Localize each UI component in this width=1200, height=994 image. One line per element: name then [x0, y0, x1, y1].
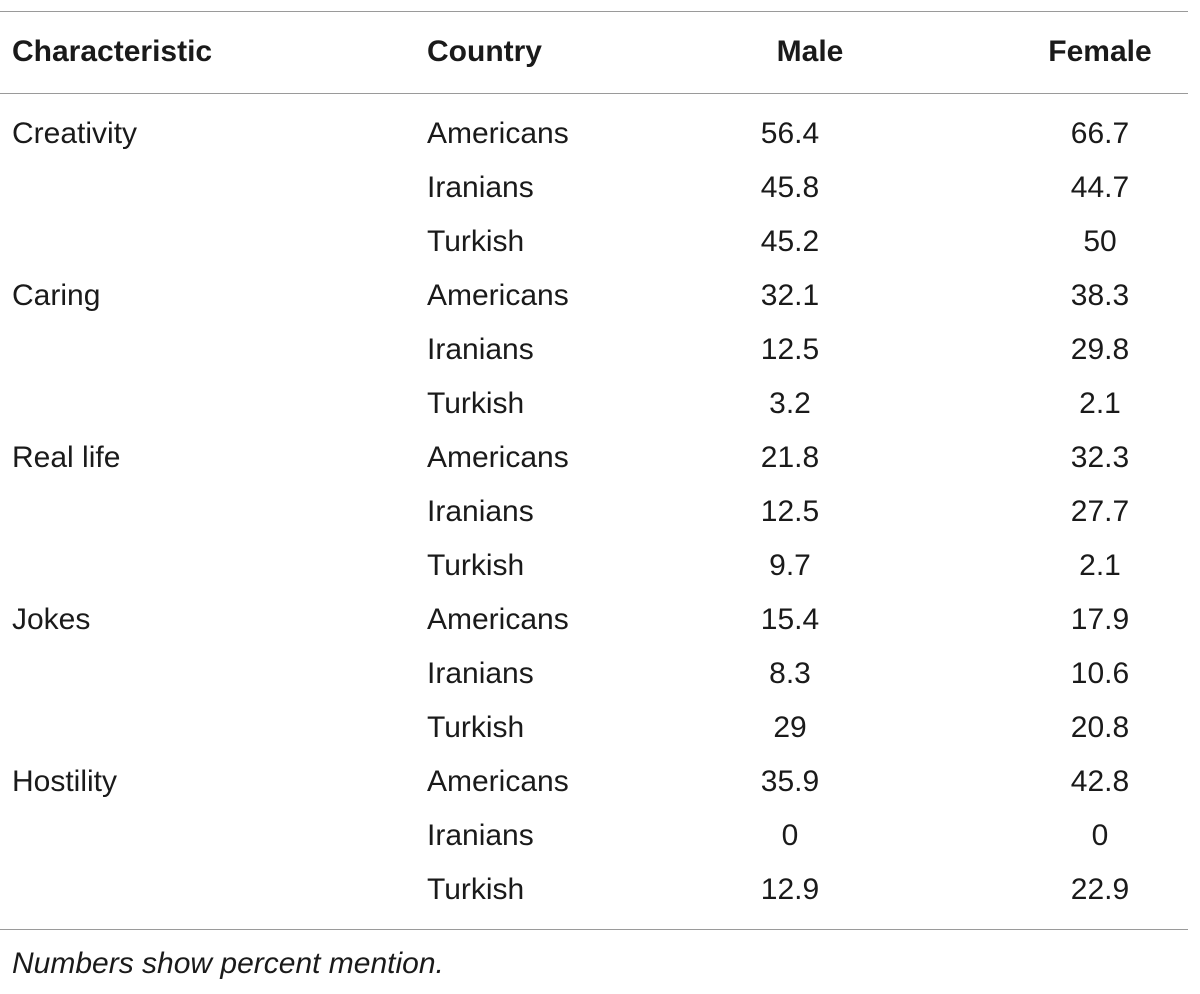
cell-female: 22.9 — [1070, 873, 1130, 906]
cell-country: Turkish — [427, 225, 525, 258]
cell-country: Americans — [427, 117, 569, 150]
cell-female: 42.8 — [1070, 765, 1130, 798]
cell-male: 21.8 — [760, 441, 820, 474]
cell-country: Americans — [427, 279, 569, 312]
cell-male: 9.7 — [769, 549, 811, 582]
cell-female: 50 — [1083, 225, 1117, 258]
cell-country: Iranians — [427, 171, 534, 204]
cell-country: Iranians — [427, 495, 534, 528]
cell-female: 17.9 — [1070, 603, 1130, 636]
cell-male: 12.5 — [760, 495, 820, 528]
cell-female: 66.7 — [1070, 117, 1130, 150]
header-male: Male — [776, 35, 844, 68]
cell-male: 32.1 — [760, 279, 820, 312]
cell-characteristic: Real life — [12, 441, 121, 474]
cell-characteristic: Caring — [12, 279, 101, 312]
cell-characteristic: Hostility — [12, 765, 118, 798]
cell-male: 45.2 — [760, 225, 820, 258]
cell-male: 56.4 — [760, 117, 820, 150]
cell-country: Americans — [427, 765, 569, 798]
cell-male: 8.3 — [769, 657, 811, 690]
cell-male: 45.8 — [760, 171, 820, 204]
cell-male: 29 — [773, 711, 807, 744]
cell-characteristic: Jokes — [12, 603, 91, 636]
cell-female: 0 — [1091, 819, 1109, 852]
cell-country: Americans — [427, 441, 569, 474]
cell-country: Turkish — [427, 387, 525, 420]
cell-female: 29.8 — [1070, 333, 1130, 366]
table-top-rule — [0, 11, 1188, 12]
cell-female: 2.1 — [1079, 549, 1121, 582]
cell-country: Turkish — [427, 873, 525, 906]
cell-male: 15.4 — [760, 603, 820, 636]
cell-female: 10.6 — [1070, 657, 1130, 690]
cell-country: Iranians — [427, 657, 534, 690]
header-female: Female — [1048, 35, 1152, 68]
cell-female: 27.7 — [1070, 495, 1130, 528]
cell-male: 35.9 — [760, 765, 820, 798]
cell-country: Turkish — [427, 549, 525, 582]
table-header-rule — [0, 93, 1188, 94]
cell-country: Turkish — [427, 711, 525, 744]
cell-country: Americans — [427, 603, 569, 636]
cell-female: 2.1 — [1079, 387, 1121, 420]
header-country: Country — [427, 35, 542, 68]
cell-country: Iranians — [427, 333, 534, 366]
cell-male: 12.9 — [760, 873, 820, 906]
cell-female: 32.3 — [1070, 441, 1130, 474]
header-characteristic: Characteristic — [12, 35, 213, 68]
table-footnote: Numbers show percent mention. — [12, 947, 444, 980]
cell-female: 44.7 — [1070, 171, 1130, 204]
cell-country: Iranians — [427, 819, 534, 852]
cell-female: 38.3 — [1070, 279, 1130, 312]
table-bottom-rule — [0, 929, 1188, 930]
cell-male: 0 — [781, 819, 799, 852]
cell-male: 3.2 — [769, 387, 811, 420]
cell-characteristic: Creativity — [12, 117, 138, 150]
cell-male: 12.5 — [760, 333, 820, 366]
cell-female: 20.8 — [1070, 711, 1130, 744]
